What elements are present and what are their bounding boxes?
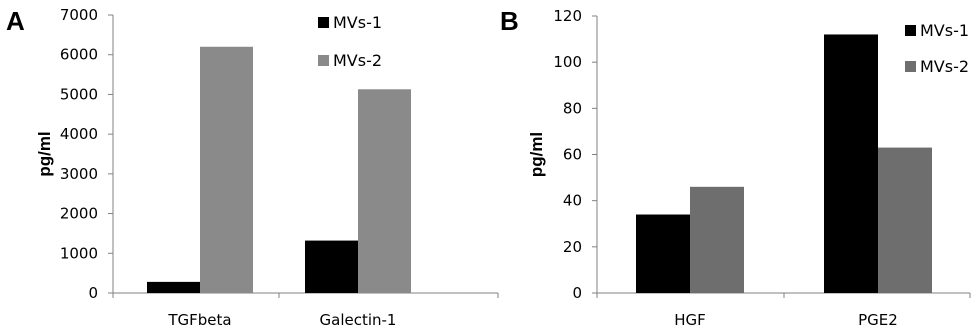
legend-label-mvs-2: MVs-2	[333, 51, 382, 70]
x-category-label: TGFbeta	[167, 311, 231, 329]
y-tick-label: 100	[553, 53, 582, 71]
y-tick-label: 3000	[60, 165, 98, 183]
y-tick-label: 0	[572, 284, 582, 302]
legend-label-mvs-2: MVs-2	[920, 57, 969, 76]
legend-swatch-mvs-1	[905, 25, 916, 36]
legend-swatch-mvs-2	[905, 61, 916, 72]
y-tick-label: 0	[88, 284, 98, 302]
bar-mvs-2-hgf	[690, 186, 744, 293]
x-category-label: Galectin-1	[320, 311, 397, 329]
bar-mvs-2-pge2	[878, 147, 932, 293]
y-tick-label: 40	[563, 192, 582, 210]
panel-b-letter: B	[500, 6, 519, 36]
legend-label-mvs-1: MVs-1	[333, 13, 382, 32]
y-tick-label: 5000	[60, 85, 98, 103]
y-tick-label: 120	[553, 7, 582, 25]
y-axis-title: pg/ml	[35, 131, 54, 176]
y-tick-label: 6000	[60, 46, 98, 64]
bar-mvs-1-pge2	[824, 34, 878, 293]
chart-panel-a: A 0 1000 2000 3000 4000 5000 6000 7000 pg/ml TGFbe…	[6, 6, 499, 329]
legend-label-mvs-1: MVs-1	[920, 21, 969, 40]
y-axis-title: pg/ml	[527, 132, 546, 177]
x-category-label: HGF	[674, 311, 706, 329]
legend-swatch-mvs-2	[318, 55, 329, 66]
legend-swatch-mvs-1	[318, 17, 329, 28]
y-tick-label: 60	[563, 146, 582, 164]
bar-mvs-1-galectin-1	[305, 240, 358, 293]
y-tick-label: 2000	[60, 205, 98, 223]
x-category-label: PGE2	[858, 311, 898, 329]
y-tick-label: 4000	[60, 125, 98, 143]
bar-mvs-2-galectin-1	[358, 89, 411, 293]
y-tick-label: 1000	[60, 244, 98, 262]
y-tick-label: 80	[563, 99, 582, 117]
y-tick-label: 7000	[60, 6, 98, 24]
y-tick-label: 20	[563, 238, 582, 256]
chart-panel-b: B 0 20 40 60 80 100 120 pg/ml HGF PGE2 MVs-1 MVs-2	[500, 6, 971, 329]
bar-mvs-2-tgfbeta	[200, 46, 253, 294]
panel-a-letter: A	[6, 6, 25, 36]
bar-mvs-1-hgf	[636, 214, 690, 293]
bar-mvs-1-tgfbeta	[147, 281, 200, 293]
